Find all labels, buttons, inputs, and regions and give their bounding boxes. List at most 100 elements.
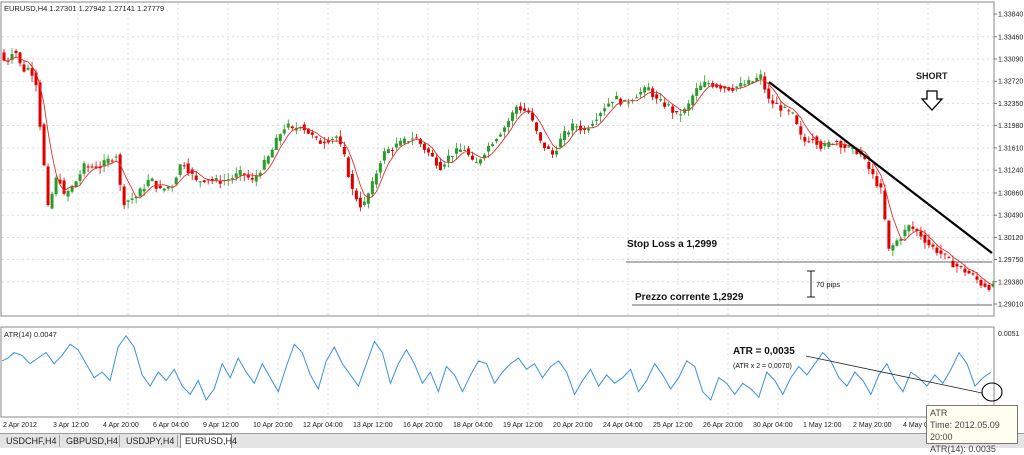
tooltip-time: Time: 2012.05.09 20:00 (930, 420, 1000, 442)
candle-body (879, 183, 883, 188)
price-label: 1.30490 (998, 213, 1023, 220)
time-label: 6 Apr 04:00 (153, 422, 189, 429)
candle-body (254, 175, 258, 182)
candle-body (863, 154, 867, 159)
atr-panel[interactable] (0, 326, 995, 418)
candle-body (266, 156, 270, 164)
candle-body (402, 138, 406, 144)
price-panel[interactable] (0, 1, 995, 317)
candle-body (991, 283, 995, 287)
tab-eurusd[interactable]: EURUSD,H4 (180, 434, 237, 448)
candle-body (198, 181, 202, 183)
candle-body (194, 175, 198, 180)
candle-body (655, 94, 659, 99)
candle-body (234, 173, 238, 178)
candle-body (434, 157, 438, 166)
candle-body (703, 81, 707, 87)
candle-body (499, 134, 503, 137)
candle-body (903, 229, 907, 237)
tab-usdjpy[interactable]: USDJPY,H4 (122, 435, 178, 447)
candle-body (86, 166, 90, 168)
candle-body (539, 132, 543, 141)
candle-body (422, 143, 426, 150)
candle-body (246, 174, 250, 178)
candle-body (647, 87, 651, 91)
candle-body (755, 77, 759, 82)
time-label: 4 Apr 20:00 (103, 422, 139, 429)
candle-body (298, 127, 302, 129)
candle-body (62, 180, 66, 194)
candle-body (22, 64, 26, 72)
candle-body (386, 149, 390, 153)
candle-body (370, 181, 374, 195)
candle-body (326, 140, 330, 143)
candle-body (346, 157, 350, 177)
candle-body (238, 169, 242, 176)
candle-body (883, 190, 887, 220)
candle-body (751, 81, 755, 84)
candle-body (667, 104, 671, 106)
candle-body (783, 106, 787, 108)
candle-body (242, 173, 246, 175)
candle-body (66, 190, 70, 197)
candle-body (583, 128, 587, 130)
candle-body (318, 140, 322, 144)
candle-body (442, 164, 446, 167)
candle-body (831, 143, 835, 145)
candle-body (2, 52, 6, 61)
price-label: 1.32720 (998, 79, 1023, 86)
time-label: 2 May 20:00 (853, 422, 892, 429)
candle-body (462, 149, 466, 151)
candle-body (470, 155, 474, 160)
atr-axis-top-label: 0.0051 (998, 331, 1020, 338)
price-label: 1.30860 (998, 190, 1023, 197)
candle-body (38, 82, 42, 127)
tooltip-value: ATR(14): 0.0035 (930, 444, 996, 454)
candle-body (675, 110, 679, 113)
candle-body (943, 253, 947, 255)
candle-body (719, 85, 723, 89)
candle-body (150, 178, 154, 182)
candle-body (354, 190, 358, 200)
candle-body (659, 99, 663, 101)
tab-gbpusd[interactable]: GBPUSD,H4 (62, 435, 120, 447)
candle-body (390, 149, 394, 151)
candle-body (963, 268, 967, 273)
candle-body (623, 99, 627, 102)
candle-body (523, 108, 527, 111)
candle-body (14, 50, 18, 54)
candle-body (106, 158, 110, 164)
atr-line (1, 334, 992, 402)
candle-body (138, 188, 142, 197)
candle-body (226, 179, 230, 181)
candle-body (919, 231, 923, 237)
candle-body (543, 142, 547, 149)
candle-body (527, 110, 531, 113)
candle-body (438, 162, 442, 171)
candle-body (130, 198, 134, 200)
candle-body (90, 166, 94, 168)
candle-body (779, 105, 783, 111)
candle-body (759, 74, 763, 79)
candle-body (887, 220, 891, 249)
time-label: 18 Apr 04:00 (453, 422, 493, 429)
short-label: SHORT (916, 71, 948, 81)
price-label: 1.31240 (998, 168, 1023, 175)
candle-body (803, 137, 807, 142)
candle-body (158, 185, 162, 189)
tab-usdchf[interactable]: USDCHF,H4 (2, 435, 60, 447)
candle-body (875, 176, 879, 187)
candle-body (819, 141, 823, 149)
candle-body (911, 226, 915, 229)
candle-body (715, 84, 719, 88)
candle-body (474, 162, 478, 164)
candle-body (535, 122, 539, 131)
candle-body (350, 174, 354, 189)
chart-canvas[interactable]: 1.33840 1.33460 1.33090 1.32720 1.32350 1.319… (0, 0, 1024, 433)
candle-body (178, 164, 182, 175)
candle-body (382, 151, 386, 161)
candle-body (567, 132, 571, 135)
candle-body (775, 102, 779, 104)
candle-body (162, 188, 166, 191)
candle-body (182, 165, 186, 167)
